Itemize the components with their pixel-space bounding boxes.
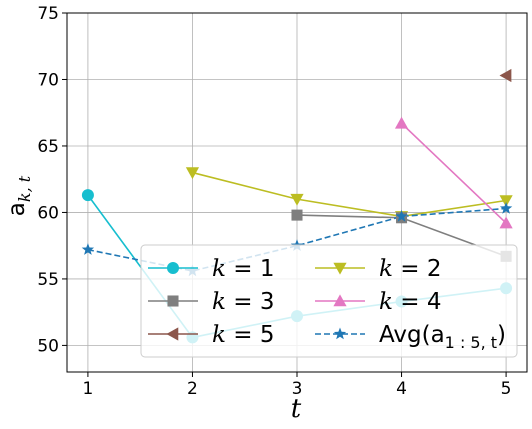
legend-item-4-label: k = 4 (379, 289, 441, 315)
x-axis-ticks: 1 2 3 4 5 (82, 372, 512, 399)
series-6-point (395, 209, 408, 222)
legend-item-3-marker (167, 295, 179, 307)
y-tick-label: 75 (37, 4, 59, 24)
y-tick-label: 65 (37, 137, 59, 157)
legend-item-6-marker (333, 327, 347, 340)
y-axis-ticks: 50 55 60 65 70 75 (37, 4, 67, 356)
legend-item-2-label: k = 2 (379, 256, 441, 282)
series-6-point (81, 243, 95, 255)
x-tick-label: 2 (187, 379, 198, 399)
series-6-point (499, 201, 513, 214)
series-2-point (185, 167, 200, 180)
legend-item-6-label: Avg(a1 : 5, t) (379, 322, 506, 352)
series-1-point (81, 189, 94, 202)
legend-item-4-marker (333, 294, 347, 307)
y-axis-title-main: a (4, 202, 30, 216)
series-2-point (290, 193, 304, 206)
legend-item-1-label: k = 1 (212, 256, 274, 282)
legend-item-2-marker (333, 262, 347, 275)
y-tick-label: 60 (37, 203, 59, 223)
x-tick-label: 5 (501, 379, 512, 399)
y-tick-label: 70 (37, 70, 59, 90)
y-tick-label: 50 (37, 336, 59, 356)
series-4-line (400, 122, 507, 224)
x-axis-title: t (291, 394, 302, 424)
y-axis-title-subscript: k, t (15, 175, 34, 202)
legend: k = 1 k = 2 k = 3 k = 4 k = 5 Avg(a1 : 5, t) (140, 244, 518, 358)
x-tick-label: 3 (292, 379, 303, 399)
legend-item-3-label: k = 3 (212, 289, 274, 315)
legend-item-1-marker (167, 262, 179, 274)
series-4-point (394, 116, 409, 129)
x-tick-label: 4 (396, 379, 407, 399)
y-axis-title: ak, t (4, 175, 34, 216)
series-4-point (499, 216, 513, 229)
series-3-point (291, 209, 303, 221)
legend-item-5-label: k = 5 (212, 322, 274, 348)
series-2-point (499, 195, 513, 208)
series-5-point (499, 68, 512, 83)
y-tick-label: 55 (37, 270, 59, 290)
series-2-line (192, 171, 507, 218)
x-tick-label: 1 (82, 379, 93, 399)
legend-item-5-marker (166, 327, 179, 341)
